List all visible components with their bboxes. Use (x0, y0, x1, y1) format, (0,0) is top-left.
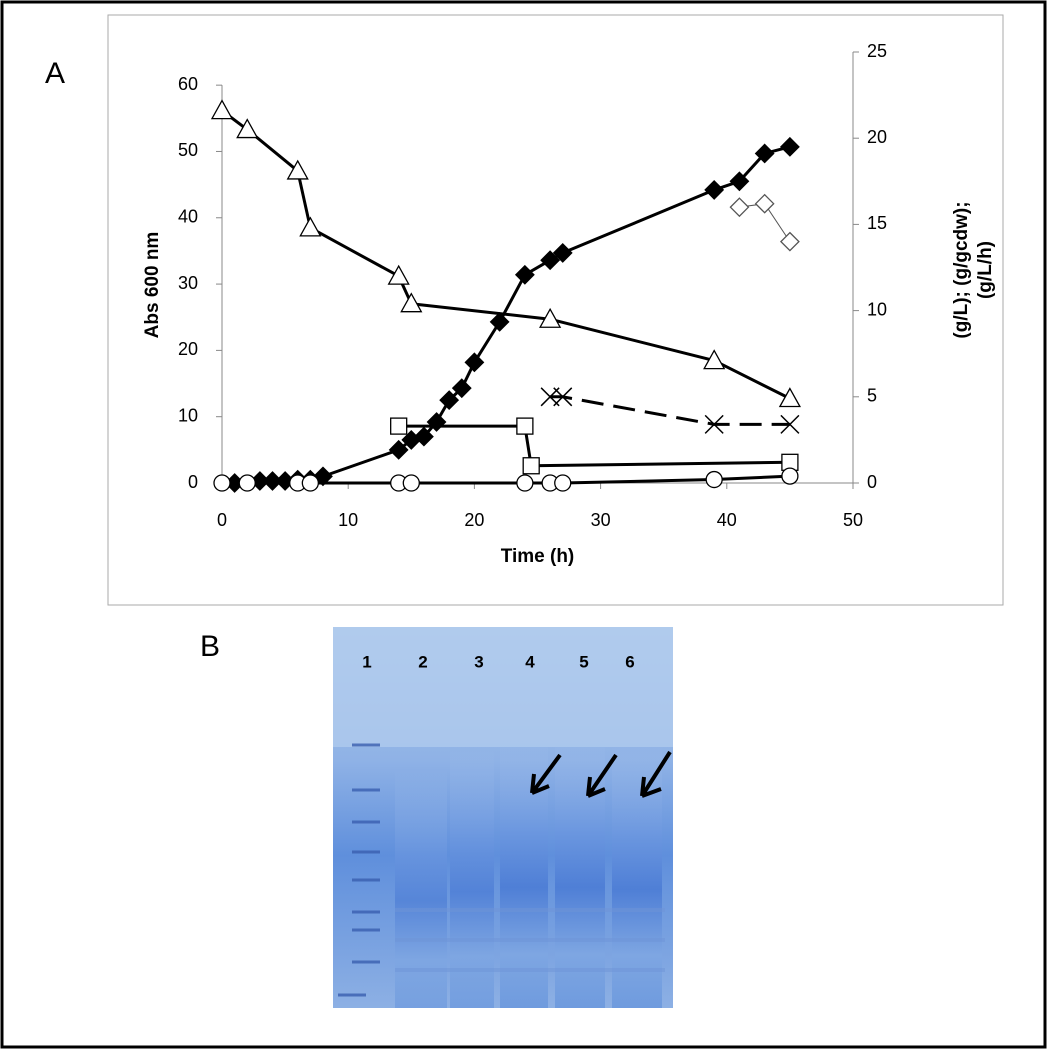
point (514, 264, 535, 285)
panel-label: B (200, 630, 220, 663)
x-tick-label: 40 (717, 510, 737, 530)
point (210, 99, 234, 120)
x-tick-label: 10 (338, 510, 358, 530)
y2-tick-label: 0 (867, 472, 877, 492)
x-tick-label: 0 (217, 510, 227, 530)
point (705, 470, 723, 489)
point (781, 467, 799, 485)
point (439, 390, 460, 411)
point (516, 417, 534, 435)
x-tick-label: 20 (464, 510, 484, 530)
chart-frame (107, 14, 1004, 606)
y-tick-label: 40 (178, 207, 198, 227)
point (414, 426, 434, 447)
point (400, 292, 423, 313)
point (729, 197, 750, 218)
point (539, 307, 562, 328)
point (516, 474, 534, 492)
lane-label: 6 (625, 652, 634, 671)
point (540, 250, 561, 271)
y-axis-title: Abs 600 nm (142, 232, 163, 339)
point (464, 352, 485, 373)
gel-lane (450, 750, 494, 1008)
x-tick-label: 50 (843, 510, 863, 530)
point (754, 143, 775, 164)
point (729, 171, 750, 192)
point (299, 216, 322, 237)
point (301, 474, 319, 492)
y-tick-label: 50 (178, 140, 198, 160)
point (554, 474, 572, 492)
y-tick-label: 30 (178, 273, 198, 293)
gel-lane (612, 745, 662, 1008)
y2-tick-label: 25 (867, 41, 887, 61)
point (780, 414, 800, 434)
point (286, 159, 309, 180)
point (553, 387, 573, 407)
arrows (530, 750, 672, 798)
x-axis-title: Time (h) (501, 546, 575, 567)
y-tick-label: 0 (188, 472, 198, 492)
lane-label: 5 (579, 652, 588, 671)
y2-axis-title: (g/L); (g/gcdw); (951, 201, 972, 338)
point (552, 242, 573, 263)
gel-top (333, 627, 673, 747)
y2-tick-label: 20 (867, 127, 887, 147)
point (426, 412, 447, 432)
point (754, 193, 775, 214)
point (522, 457, 540, 475)
series-line (398, 424, 790, 468)
panel-label: A (45, 57, 65, 90)
point (402, 474, 420, 492)
lane-label: 3 (474, 652, 483, 671)
y2-tick-label: 5 (867, 386, 877, 406)
point (236, 118, 259, 139)
point (238, 474, 256, 492)
point (390, 417, 408, 435)
y2-tick-label: 10 (867, 299, 887, 319)
x-tick-label: 30 (591, 510, 611, 530)
y-tick-label: 10 (178, 405, 198, 425)
y2-tick-label: 15 (867, 213, 887, 233)
series-line (550, 395, 790, 426)
point (213, 474, 231, 492)
lane-label: 4 (525, 652, 535, 671)
point (704, 180, 725, 200)
y-tick-label: 20 (178, 339, 198, 359)
y2-axis-title: (g/L/h) (975, 241, 996, 299)
point (703, 349, 726, 370)
point (451, 378, 472, 399)
ladder (338, 743, 380, 997)
lane-label: 1 (362, 652, 371, 671)
gel-bands (395, 908, 665, 972)
point (489, 311, 510, 332)
lane-label: 2 (418, 652, 427, 671)
gel-lane (395, 770, 447, 1008)
point (779, 136, 800, 157)
point (778, 387, 802, 408)
point (779, 231, 800, 252)
gel-image (333, 627, 673, 1008)
point (704, 414, 724, 434)
point (387, 264, 410, 285)
point (388, 439, 409, 460)
y-tick-label: 60 (178, 74, 198, 94)
